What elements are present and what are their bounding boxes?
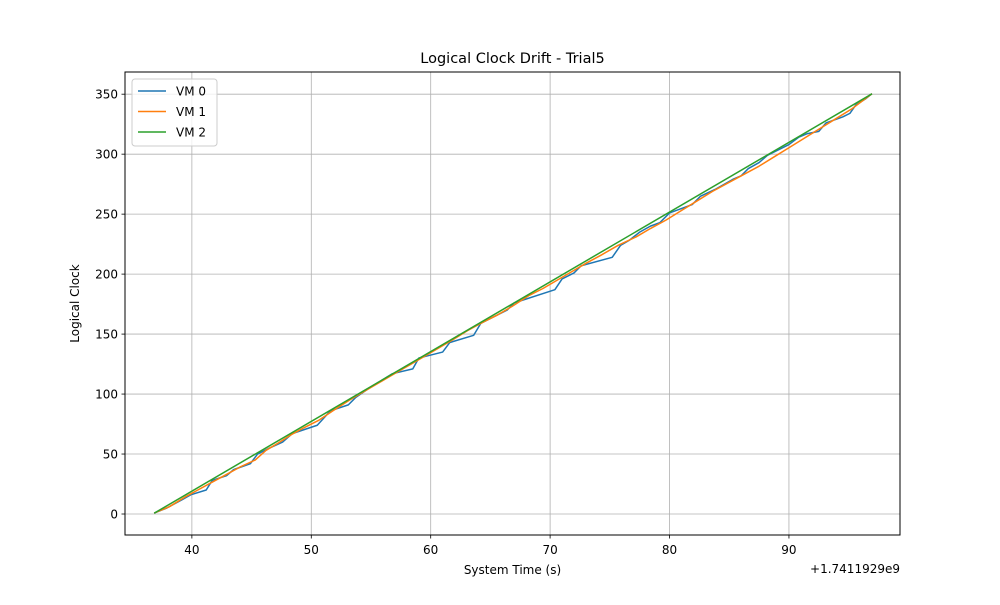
y-tick-label: 150	[95, 327, 118, 341]
x-tick-label: 80	[662, 543, 677, 557]
y-axis-title: Logical Clock	[68, 264, 82, 343]
x-axis-title: System Time (s)	[464, 563, 561, 577]
y-tick-label: 100	[95, 387, 118, 401]
y-tick-label: 200	[95, 267, 118, 281]
legend-box	[131, 78, 218, 147]
x-tick-label: 60	[423, 543, 438, 557]
series-line-vm-0	[153, 93, 873, 514]
x-tick-label: 90	[781, 543, 796, 557]
y-tick-label: 300	[95, 147, 118, 161]
y-tick-label: 50	[103, 447, 118, 461]
x-axis-offset-label: +1.7411929e9	[810, 562, 900, 576]
x-tick-label: 50	[304, 543, 319, 557]
legend-label: VM 1	[176, 105, 206, 119]
legend: VM 0 VM 1 VM 2	[131, 78, 218, 147]
x-tick-label: 70	[542, 543, 557, 557]
series-lines	[153, 93, 873, 514]
plot-frame	[124, 71, 901, 536]
series-line-vm-2	[153, 93, 873, 514]
legend-label: VM 0	[176, 85, 206, 99]
x-tick-label: 40	[184, 543, 199, 557]
y-tick-label: 250	[95, 207, 118, 221]
series-line-vm-1	[153, 93, 873, 514]
chart-title: Logical Clock Drift - Trial5	[420, 51, 604, 67]
legend-items: VM 0 VM 1 VM 2	[138, 85, 206, 140]
legend-label: VM 2	[176, 126, 206, 140]
axis-ticks: 40 50 60 70 80 90 0 50 100 150 200 250 300 350	[95, 87, 796, 557]
y-tick-label: 350	[95, 87, 118, 101]
y-tick-label: 0	[110, 507, 118, 521]
